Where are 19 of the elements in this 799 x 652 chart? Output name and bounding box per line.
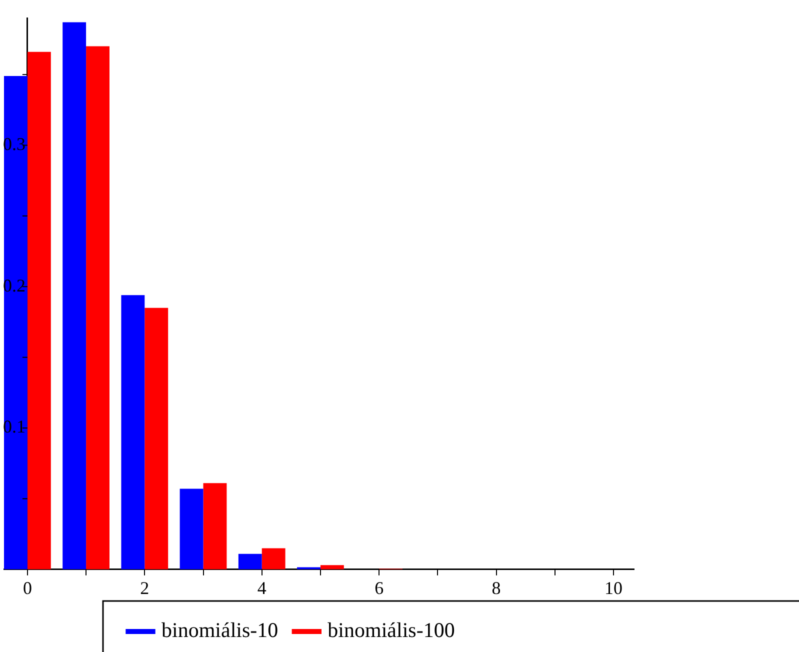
bar	[62, 22, 86, 570]
legend-label: binomiális-100	[328, 618, 455, 642]
bar	[86, 46, 110, 570]
bar	[262, 548, 286, 570]
bar	[203, 483, 227, 570]
x-tick-label: 6	[374, 578, 384, 598]
bar	[144, 308, 168, 570]
x-tick-label: 0	[22, 578, 32, 598]
bar	[180, 488, 204, 570]
x-tick-label: 2	[140, 578, 150, 598]
bar	[320, 565, 344, 570]
legend-label: binomiális-10	[162, 618, 278, 642]
bar	[238, 554, 262, 570]
x-tick-label: 8	[492, 578, 501, 598]
bar	[27, 52, 51, 570]
bar	[4, 76, 28, 570]
x-tick-label: 10	[604, 578, 622, 598]
x-tick-label: 4	[257, 578, 266, 598]
bar	[121, 295, 145, 570]
